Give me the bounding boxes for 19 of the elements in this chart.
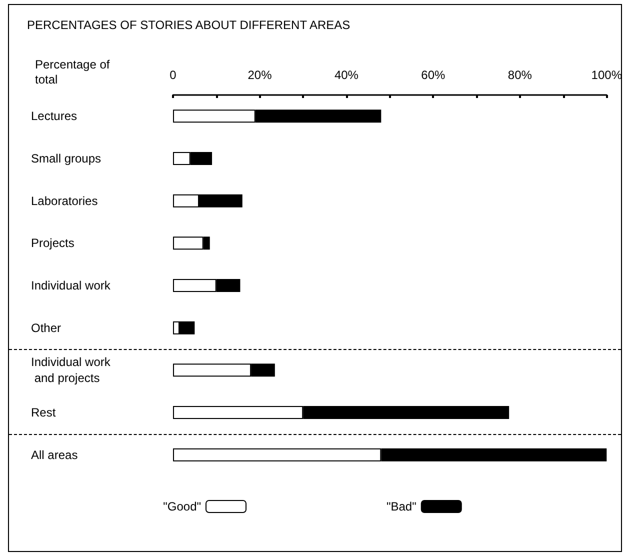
- y-tick-label: Other: [31, 320, 62, 335]
- y-tick-label: All areas: [31, 448, 78, 462]
- x-tick-label: 80%: [508, 68, 532, 82]
- legend-label: "Good": [163, 500, 201, 514]
- legend-label: "Bad": [386, 500, 416, 514]
- y-tick-label: Rest: [31, 406, 56, 420]
- y-tick-label: Projects: [31, 236, 74, 250]
- x-axis-title: Percentage of total: [35, 58, 114, 86]
- y-tick-label: Small groups: [31, 152, 102, 166]
- y-tick-label: Individual work: [31, 278, 112, 292]
- x-tick-label: 0: [170, 68, 177, 82]
- y-tick-label: Laboratories: [31, 194, 98, 208]
- x-tick-label: 40%: [334, 68, 359, 82]
- y-tick-label: Individual work and projects: [31, 355, 112, 386]
- chart-title: PERCENTAGES OF STORIES ABOUT DIFFERENT AREAS: [27, 18, 350, 32]
- y-tick-label: Lectures: [31, 109, 78, 124]
- x-tick-label: 60%: [421, 68, 446, 82]
- x-tick-label: 20%: [248, 68, 272, 82]
- x-tick-label: 100%: [591, 68, 622, 82]
